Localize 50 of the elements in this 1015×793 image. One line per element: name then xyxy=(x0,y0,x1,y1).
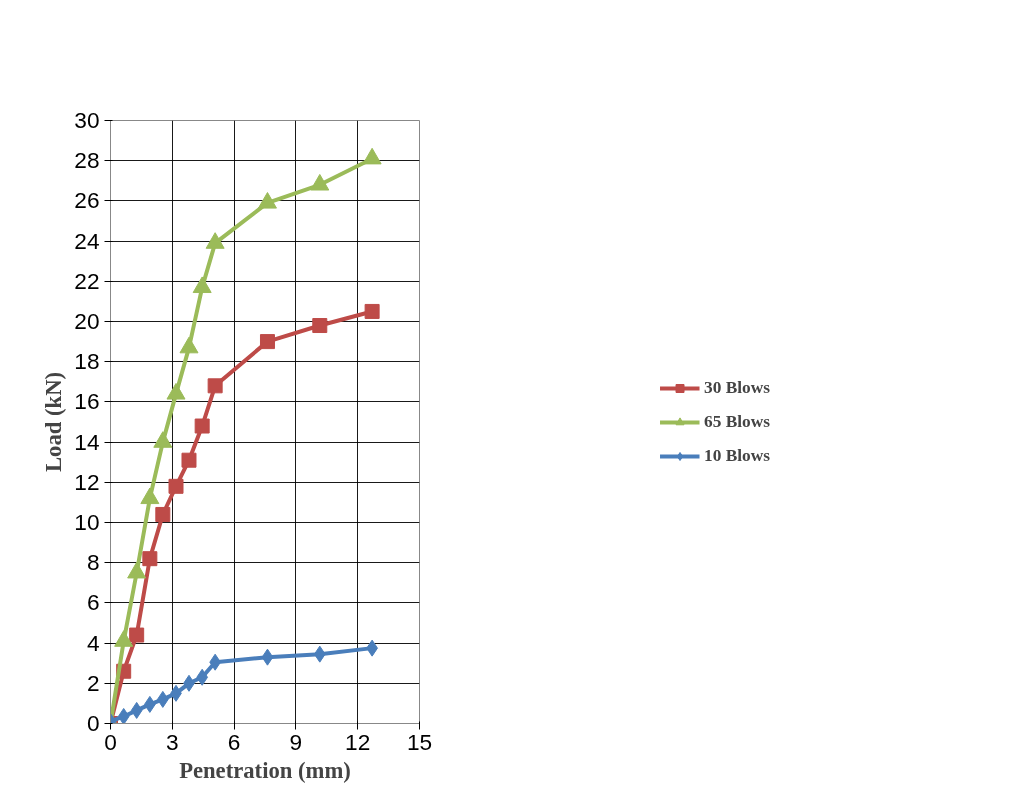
x-tick-label: 6 xyxy=(227,728,241,755)
point xyxy=(362,147,382,165)
point xyxy=(179,336,199,354)
point xyxy=(257,192,277,209)
y-axis-title: Load (kN) xyxy=(41,371,67,473)
y-tick-label: 6 xyxy=(86,589,100,616)
point xyxy=(181,452,197,468)
y-tick-label: 18 xyxy=(74,348,100,375)
x-axis-title: Penetration (mm) xyxy=(179,757,351,783)
point xyxy=(310,173,330,191)
y-tick-label: 10 xyxy=(74,509,100,535)
point xyxy=(129,627,145,643)
x-tick-label: 12 xyxy=(345,728,371,755)
point xyxy=(207,378,223,394)
y-tick-label: 16 xyxy=(74,388,100,415)
y-tick-label: 0 xyxy=(86,710,100,736)
legend-label: 10 Blows xyxy=(704,445,770,466)
y-tick-label: 14 xyxy=(74,428,100,455)
y-tick-label: 12 xyxy=(74,468,100,495)
point xyxy=(140,487,160,505)
point xyxy=(205,232,225,249)
point xyxy=(364,303,380,319)
y-tick-label: 26 xyxy=(74,187,100,214)
y-tick-label: 8 xyxy=(86,549,100,576)
point xyxy=(192,276,212,294)
y-tick-label: 28 xyxy=(74,147,100,174)
point xyxy=(166,382,186,400)
legend-label: 30 Blows xyxy=(704,377,770,398)
y-tick-label: 2 xyxy=(86,669,100,696)
y-tick-label: 22 xyxy=(74,267,100,294)
x-tick-label: 9 xyxy=(289,728,303,755)
x-tick-label: 15 xyxy=(406,728,433,755)
point xyxy=(127,561,147,579)
point xyxy=(168,478,184,494)
point xyxy=(117,707,130,724)
point xyxy=(130,701,143,719)
point xyxy=(194,418,210,434)
x-tick-label: 0 xyxy=(104,728,117,755)
y-tick-label: 30 xyxy=(74,107,100,133)
point xyxy=(142,551,158,567)
point xyxy=(155,506,171,522)
point xyxy=(313,645,326,663)
y-tick-label: 24 xyxy=(74,227,100,254)
point xyxy=(153,431,173,448)
point xyxy=(156,690,169,708)
point xyxy=(261,648,274,666)
legend-label: 65 Blows xyxy=(704,411,770,432)
y-tick-label: 4 xyxy=(86,629,100,656)
x-tick-label: 3 xyxy=(166,728,179,755)
y-tick-label: 20 xyxy=(74,308,100,334)
